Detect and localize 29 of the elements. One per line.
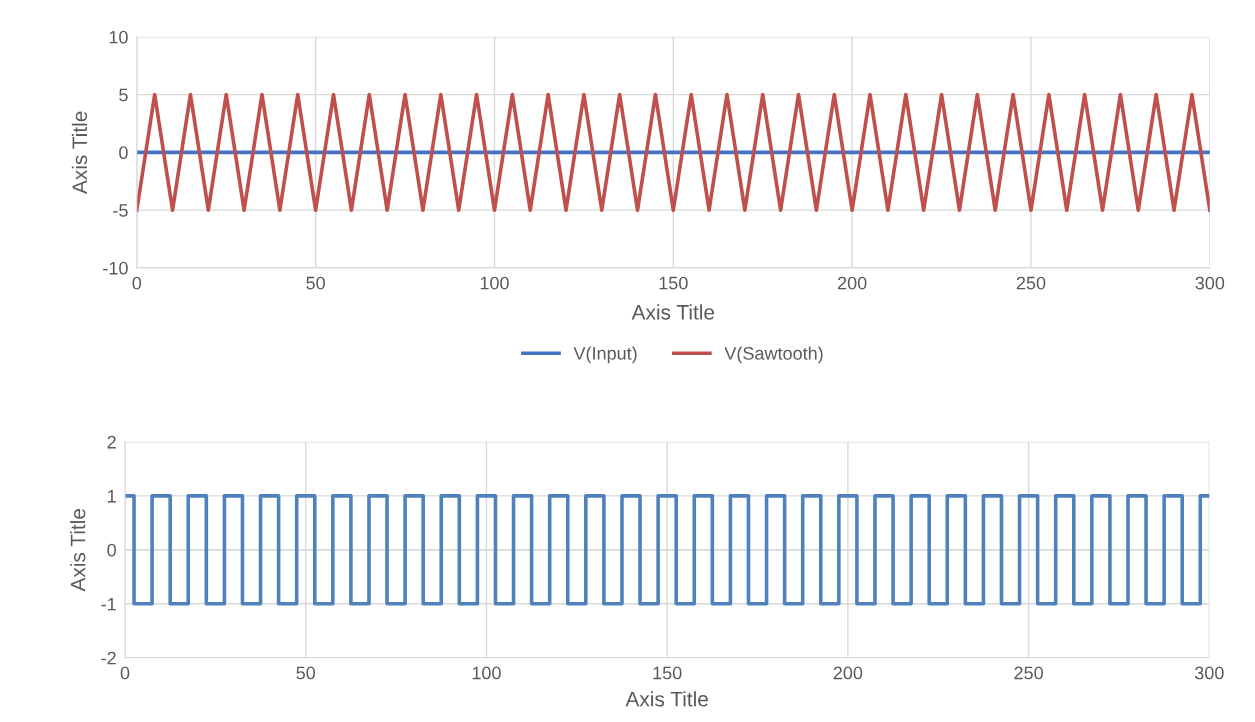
x-tick-label: 250 <box>1016 276 1046 290</box>
y-tick-label: 0 <box>119 146 128 160</box>
y-tick-label: -10 <box>103 261 128 275</box>
x-axis-title: Axis Title <box>631 304 715 320</box>
y-axis-title: Axis Title <box>70 509 86 592</box>
x-tick-label: 50 <box>296 666 316 680</box>
y-tick-label: 0 <box>107 543 116 557</box>
x-tick-label: 300 <box>1195 276 1225 290</box>
legend-label: V(Sawtooth) <box>724 346 823 364</box>
x-tick-label: 50 <box>306 276 325 290</box>
x-tick-label: 150 <box>653 666 682 680</box>
y-tick-label: -5 <box>113 204 128 217</box>
y-tick-label: 1 <box>108 489 116 503</box>
x-tick-label: 100 <box>472 666 501 680</box>
x-tick-label: 200 <box>837 276 867 290</box>
y-tick-label: 10 <box>109 30 128 44</box>
y-tick-label: -2 <box>101 651 116 665</box>
x-axis-title: Axis Title <box>625 691 708 707</box>
legend-label: V(Input) <box>573 346 637 364</box>
x-tick-label: 200 <box>833 666 863 680</box>
y-tick-label: 2 <box>107 435 116 449</box>
y-axis-title: Axis Title <box>71 111 88 194</box>
x-tick-label: 300 <box>1194 666 1224 680</box>
y-tick-label: -1 <box>101 597 116 611</box>
y-tick-label: 5 <box>119 88 128 102</box>
x-tick-label: 250 <box>1014 666 1043 680</box>
x-tick-label: 150 <box>659 276 688 290</box>
x-tick-label: 0 <box>132 276 142 290</box>
x-tick-label: 100 <box>480 276 509 290</box>
